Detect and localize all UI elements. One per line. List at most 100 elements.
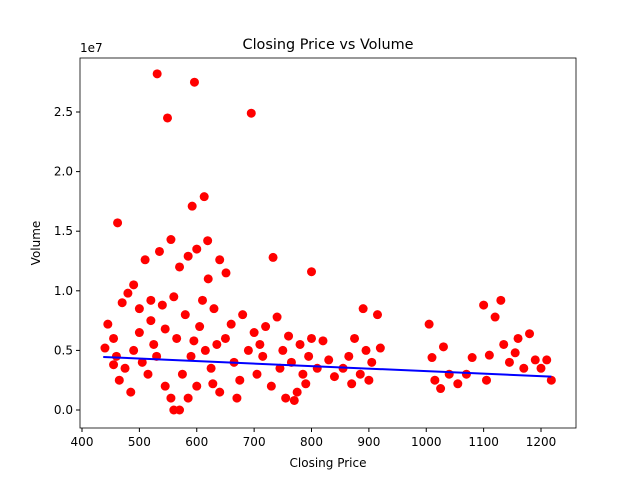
scatter-point (324, 355, 334, 365)
scatter-point (525, 329, 535, 339)
scatter-point (221, 268, 231, 278)
scatter-point (430, 375, 440, 385)
scatter-point (157, 300, 167, 310)
x-tick-label: 800 (300, 435, 323, 449)
scatter-point (149, 339, 159, 349)
x-tick-label: 1200 (526, 435, 557, 449)
scatter-point (438, 342, 448, 352)
scatter-point (206, 363, 216, 373)
scatter-point (134, 328, 144, 338)
scatter-point (275, 363, 285, 373)
scatter-point (295, 339, 305, 349)
scatter-point (292, 387, 302, 397)
scatter-point (189, 336, 199, 346)
y-tick-label: 2.0 (54, 165, 73, 179)
scatter-point (197, 295, 207, 305)
scatter-point (109, 360, 119, 370)
scatter-point (255, 339, 265, 349)
scatter-point (355, 369, 365, 379)
scatter-point (162, 113, 172, 123)
scatter-point (358, 304, 368, 314)
x-tick-label: 1000 (411, 435, 442, 449)
scatter-point (111, 351, 121, 361)
scatter-point (215, 255, 225, 265)
scatter-point (318, 336, 328, 346)
x-tick-label: 700 (243, 435, 266, 449)
scatter-point (212, 339, 222, 349)
scatter-point (499, 339, 509, 349)
scatter-point (192, 381, 202, 391)
scatter-point (536, 363, 546, 373)
scatter-point (546, 375, 556, 385)
scatter-point (166, 235, 176, 245)
scatter-point (103, 319, 113, 329)
scatter-point (278, 345, 288, 355)
y-tick-label: 2.5 (54, 105, 73, 119)
scatter-point (123, 288, 133, 298)
scatter-point (268, 252, 278, 262)
scatter-point (226, 319, 236, 329)
scatter-point (246, 108, 256, 118)
scatter-point (189, 77, 199, 87)
scatter-point (453, 379, 463, 389)
scatter-point (209, 304, 219, 314)
scatter-point (129, 280, 139, 290)
scatter-point (307, 267, 317, 277)
scatter-point (481, 375, 491, 385)
y-tick-label: 1.5 (54, 224, 73, 238)
scatter-point (126, 387, 136, 397)
y-tick-label: 0.0 (54, 403, 73, 417)
scatter-point (192, 244, 202, 254)
plot-frame (79, 57, 577, 429)
scatter-point (200, 345, 210, 355)
scatter-point (372, 310, 382, 320)
x-tick-label: 900 (357, 435, 380, 449)
scatter-point (137, 357, 147, 367)
scatter-point (154, 246, 164, 256)
scatter-point (146, 316, 156, 326)
scatter-point (114, 375, 124, 385)
scatter-point (186, 351, 196, 361)
scatter-point (113, 218, 123, 228)
scatter-point (235, 375, 245, 385)
scatter-point (510, 348, 520, 358)
scatter-point (175, 405, 185, 415)
scatter-point (109, 333, 119, 343)
scatter-point (177, 369, 187, 379)
scatter-point (427, 353, 437, 363)
scatter-point (238, 310, 248, 320)
scatter-point (307, 333, 317, 343)
scatter-point (183, 251, 193, 261)
scatter-point (329, 372, 339, 382)
scatter-point (364, 375, 374, 385)
scatter-point (143, 369, 153, 379)
scatter-point (266, 381, 276, 391)
x-tick-label: 400 (71, 435, 94, 449)
scatter-point (252, 369, 262, 379)
scatter-point (530, 355, 540, 365)
scatter-point (120, 363, 130, 373)
scatter-point (100, 343, 110, 353)
scatter-point (146, 295, 156, 305)
chart-title: Closing Price vs Volume (243, 37, 414, 53)
scatter-point (496, 295, 506, 305)
scatter-point (199, 192, 209, 202)
scatter-point (208, 379, 218, 389)
scatter-point (175, 262, 185, 272)
y-offset-label: 1e7 (80, 41, 103, 55)
scatter-point (166, 393, 176, 403)
scatter-point (203, 274, 213, 284)
scatter-point (261, 322, 271, 332)
scatter-point (169, 292, 179, 302)
scatter-point (301, 379, 311, 389)
x-axis-label: Closing Price (290, 456, 367, 470)
y-tick-label: 0.5 (54, 343, 73, 357)
scatter-point (203, 236, 213, 246)
scatter-point (312, 363, 322, 373)
scatter-point (140, 255, 150, 265)
scatter-point (180, 310, 190, 320)
scatter-point (187, 201, 197, 211)
x-tick-label: 600 (185, 435, 208, 449)
